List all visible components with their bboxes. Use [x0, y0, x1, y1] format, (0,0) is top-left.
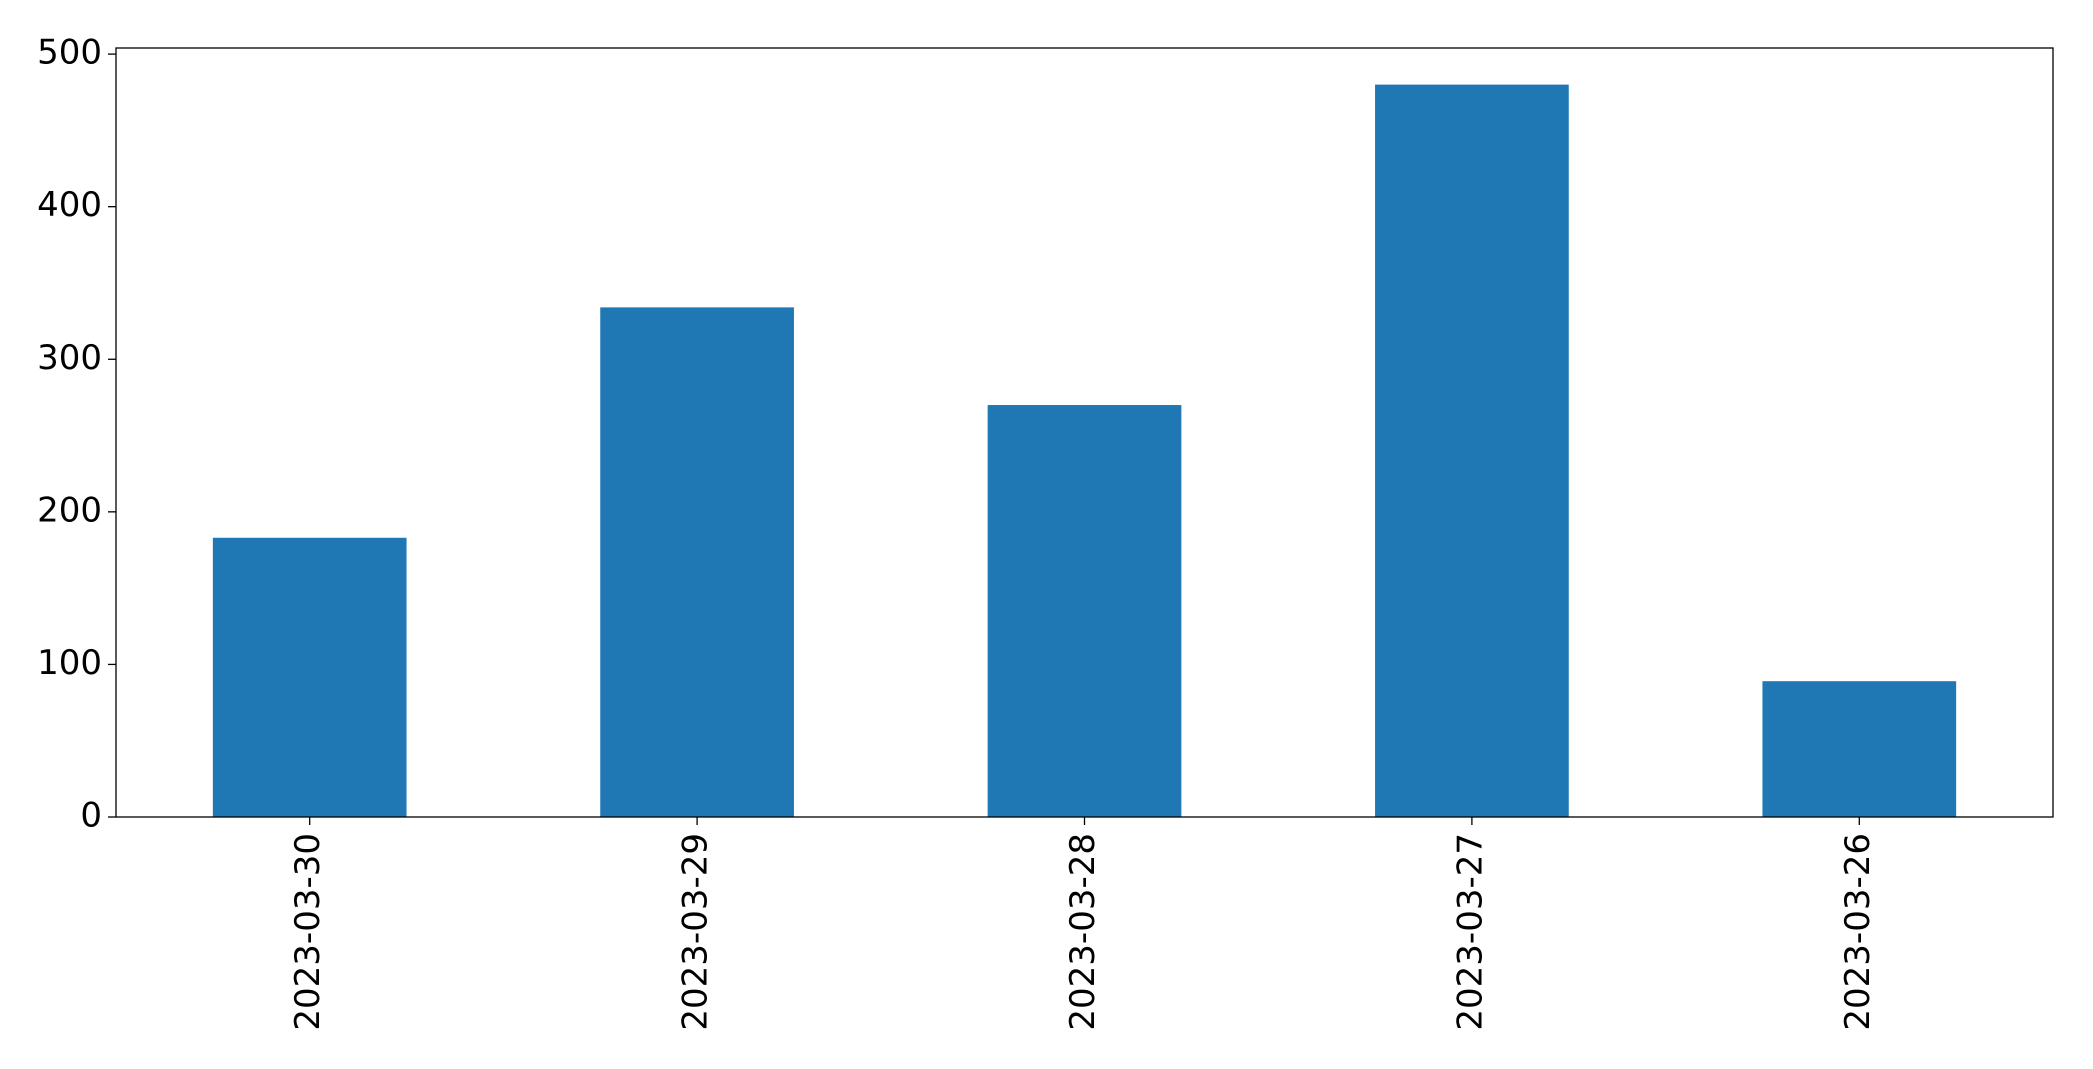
plot-frame	[115, 47, 2054, 818]
y-tick-label: 500	[37, 33, 102, 73]
bar	[1375, 84, 1569, 818]
x-tick-label: 2023-03-28	[1063, 833, 1103, 1031]
y-tick-label: 400	[37, 185, 102, 225]
x-tick-label: 2023-03-27	[1450, 833, 1490, 1031]
x-tick-label: 2023-03-30	[288, 833, 328, 1031]
x-tick-label: 2023-03-26	[1838, 833, 1878, 1031]
y-tick-label: 200	[37, 490, 102, 530]
y-tick-label: 300	[37, 338, 102, 378]
y-tick-label: 100	[37, 643, 102, 683]
bar	[987, 405, 1182, 817]
y-tick-label: 0	[80, 796, 102, 836]
bar	[1762, 681, 1957, 817]
bar	[212, 537, 407, 817]
x-tick-label: 2023-03-29	[676, 833, 716, 1031]
bar	[600, 307, 794, 817]
